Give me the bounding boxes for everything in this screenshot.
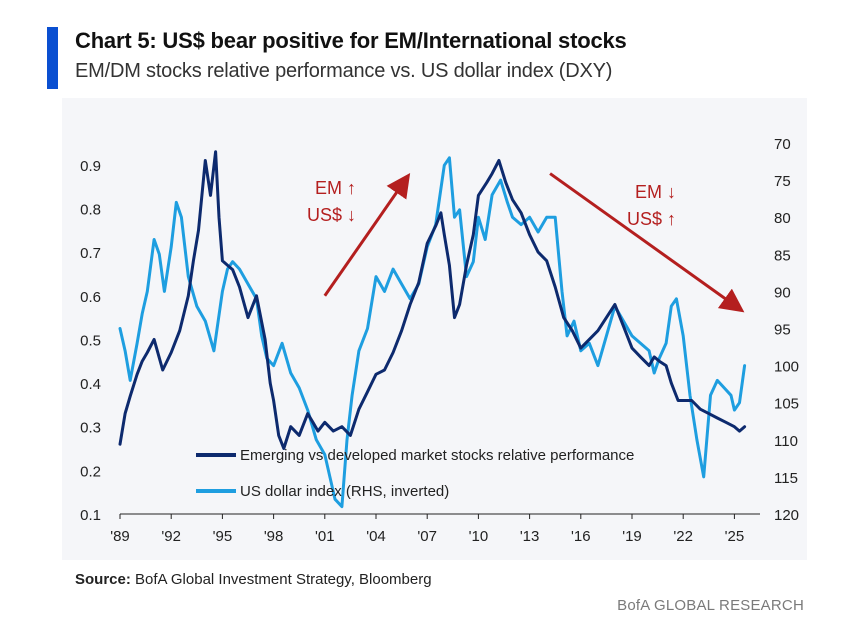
series-line-em-vs-dm [118, 150, 747, 450]
legend-label-dxy: US dollar index (RHS, inverted) [240, 483, 449, 500]
y-right-tick-label: 105 [774, 396, 799, 413]
annotation-label-line1: EM ↑ [315, 178, 356, 198]
y-left-tick-label: 0.1 [80, 507, 101, 524]
source-note: Source: BofA Global Investment Strategy,… [75, 571, 432, 588]
y-right-tick-label: 115 [774, 470, 798, 487]
x-tick-label: '25 [725, 528, 745, 545]
annotation-arrow [549, 172, 745, 313]
annotation-arrow [323, 172, 411, 297]
x-tick-label: '13 [520, 528, 540, 545]
chart-subtitle: EM/DM stocks relative performance vs. US… [75, 60, 613, 82]
source-label: Source: [75, 571, 131, 588]
x-tick-label: '22 [673, 528, 693, 545]
y-right-tick-label: 100 [774, 359, 799, 376]
y-left-tick-label: 0.3 [80, 420, 101, 437]
annotation-label-line1: EM ↓ [635, 182, 676, 202]
source-text: BofA Global Investment Strategy, Bloombe… [130, 571, 432, 588]
brand-label: BofA GLOBAL RESEARCH [617, 597, 804, 614]
y-left-tick-label: 0.7 [80, 245, 101, 262]
legend-label-em: Emerging vs developed market stocks rela… [240, 447, 634, 464]
annotation-label-line2: US$ ↑ [627, 209, 676, 229]
x-tick-label: '95 [213, 528, 233, 545]
title-accent-bar [47, 27, 58, 89]
y-left-tick-label: 0.2 [80, 463, 101, 480]
y-right-tick-label: 110 [774, 433, 798, 450]
y-right-tick-label: 80 [774, 210, 791, 227]
x-tick-label: '19 [622, 528, 642, 545]
x-tick-label: '04 [366, 528, 386, 545]
y-left-tick-label: 0.6 [80, 289, 101, 306]
chart-title: Chart 5: US$ bear positive for EM/Intern… [75, 28, 627, 53]
y-right-tick-label: 85 [774, 247, 791, 264]
annotation-label-line2: US$ ↓ [307, 205, 356, 225]
y-left-tick-label: 0.9 [80, 158, 101, 175]
y-right-tick-label: 90 [774, 284, 791, 301]
x-tick-label: '01 [315, 528, 335, 545]
y-right-tick-label: 95 [774, 322, 791, 339]
x-tick-label: '89 [110, 528, 130, 545]
y-left-tick-label: 0.4 [80, 376, 101, 393]
x-tick-label: '16 [571, 528, 591, 545]
y-right-tick-label: 120 [774, 507, 799, 524]
x-tick-label: '98 [264, 528, 284, 545]
x-tick-label: '92 [161, 528, 181, 545]
y-left-tick-label: 0.5 [80, 332, 101, 349]
x-tick-label: '07 [417, 528, 437, 545]
y-right-tick-label: 75 [774, 173, 791, 190]
y-left-tick-label: 0.8 [80, 201, 101, 218]
x-tick-label: '10 [469, 528, 489, 545]
y-right-tick-label: 70 [774, 136, 791, 153]
